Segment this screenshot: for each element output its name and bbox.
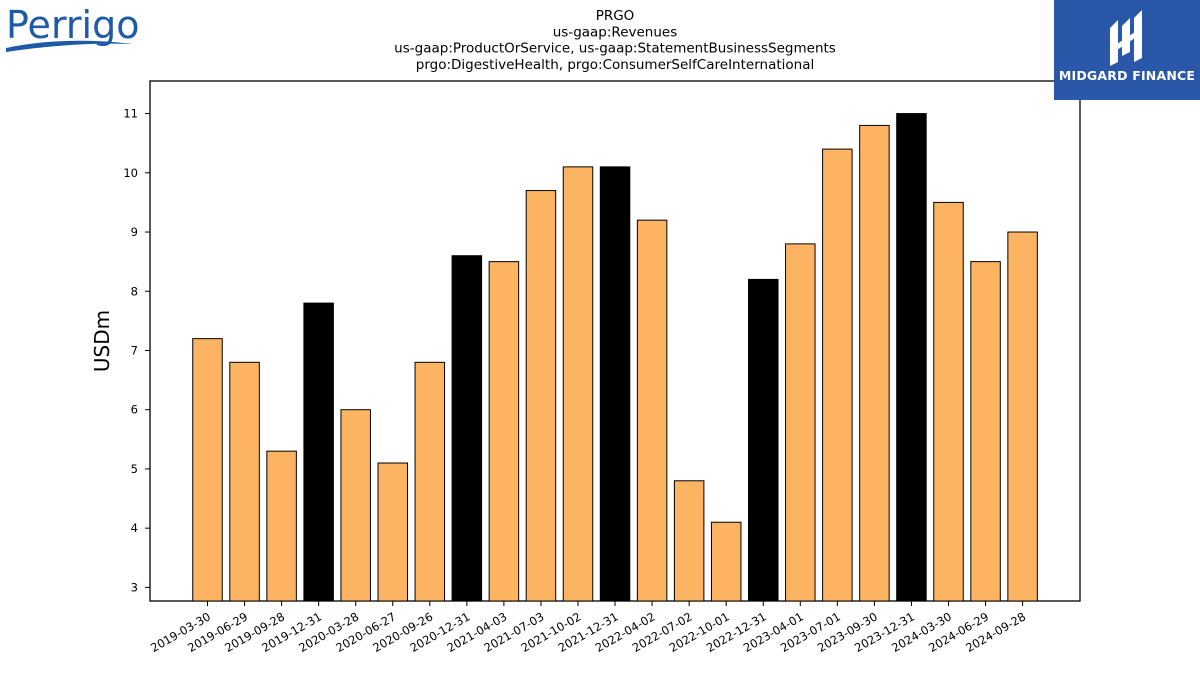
bar-2019-06-29: [229, 361, 260, 602]
y-tick-label: 4: [131, 521, 138, 535]
chart-title-line: prgo:DigestiveHealth, prgo:ConsumerSelfC…: [416, 57, 814, 73]
y-tick-label: 3: [131, 580, 138, 594]
bar-group: [192, 113, 1038, 602]
y-tick-label: 11: [123, 107, 138, 121]
bar-2023-04-01: [785, 243, 816, 602]
bar-2019-12-31: [303, 302, 334, 602]
chart-title: PRGOus-gaap:Revenuesus-gaap:ProductOrSer…: [394, 8, 836, 73]
bar-2020-03-28: [340, 409, 371, 602]
bar-2021-10-02: [562, 166, 594, 602]
y-tick-label: 7: [131, 343, 138, 357]
bar-2022-07-02: [673, 480, 705, 602]
midgard-finance-logo: MIDGARD FINANCE: [1054, 0, 1200, 100]
bar-2023-09-30: [859, 124, 890, 602]
bar-2020-09-26: [414, 361, 446, 602]
y-tick-label: 9: [131, 225, 138, 239]
bar-2024-09-28: [1007, 231, 1038, 602]
perrigo-logo-text: Perrigo: [6, 4, 139, 47]
bar-2022-10-01: [710, 521, 742, 602]
y-tick-label: 8: [131, 284, 138, 298]
bar-2022-12-31: [748, 278, 779, 602]
bar-2023-12-31: [896, 113, 927, 602]
y-tick-label: 6: [131, 403, 138, 417]
bar-2019-09-28: [266, 450, 297, 602]
perrigo-logo: Perrigo: [4, 3, 144, 56]
bar-2019-03-30: [192, 338, 223, 602]
midgard-finance-label: MIDGARD FINANCE: [1058, 68, 1196, 83]
chart-title-line: us-gaap:Revenues: [553, 24, 678, 40]
y-axis: 3 4 5 6 7 8 9 10 11: [123, 107, 150, 594]
y-tick-label: 5: [131, 462, 138, 476]
bar-2024-06-29: [970, 261, 1001, 602]
x-axis: 2019-03-302019-06-292019-09-282019-12-31…: [148, 601, 1028, 655]
bar-2020-06-27: [377, 462, 408, 602]
chart-title-line: PRGO: [596, 8, 635, 24]
midgard-emblem-icon: [1110, 10, 1142, 66]
bar-2023-07-01: [822, 148, 853, 602]
y-tick-label: 10: [123, 166, 138, 180]
bar-2024-03-30: [933, 201, 964, 602]
bar-2021-04-03: [488, 261, 520, 602]
chart-title-line: us-gaap:ProductOrService, us-gaap:Statem…: [394, 41, 836, 57]
bar-2020-12-31: [451, 255, 483, 602]
bar-2022-04-02: [636, 219, 668, 602]
swoosh-icon: [6, 40, 132, 52]
bar-2021-07-03: [525, 190, 557, 602]
bar-2021-12-31: [599, 166, 631, 602]
y-axis-label: USDm: [90, 310, 114, 372]
